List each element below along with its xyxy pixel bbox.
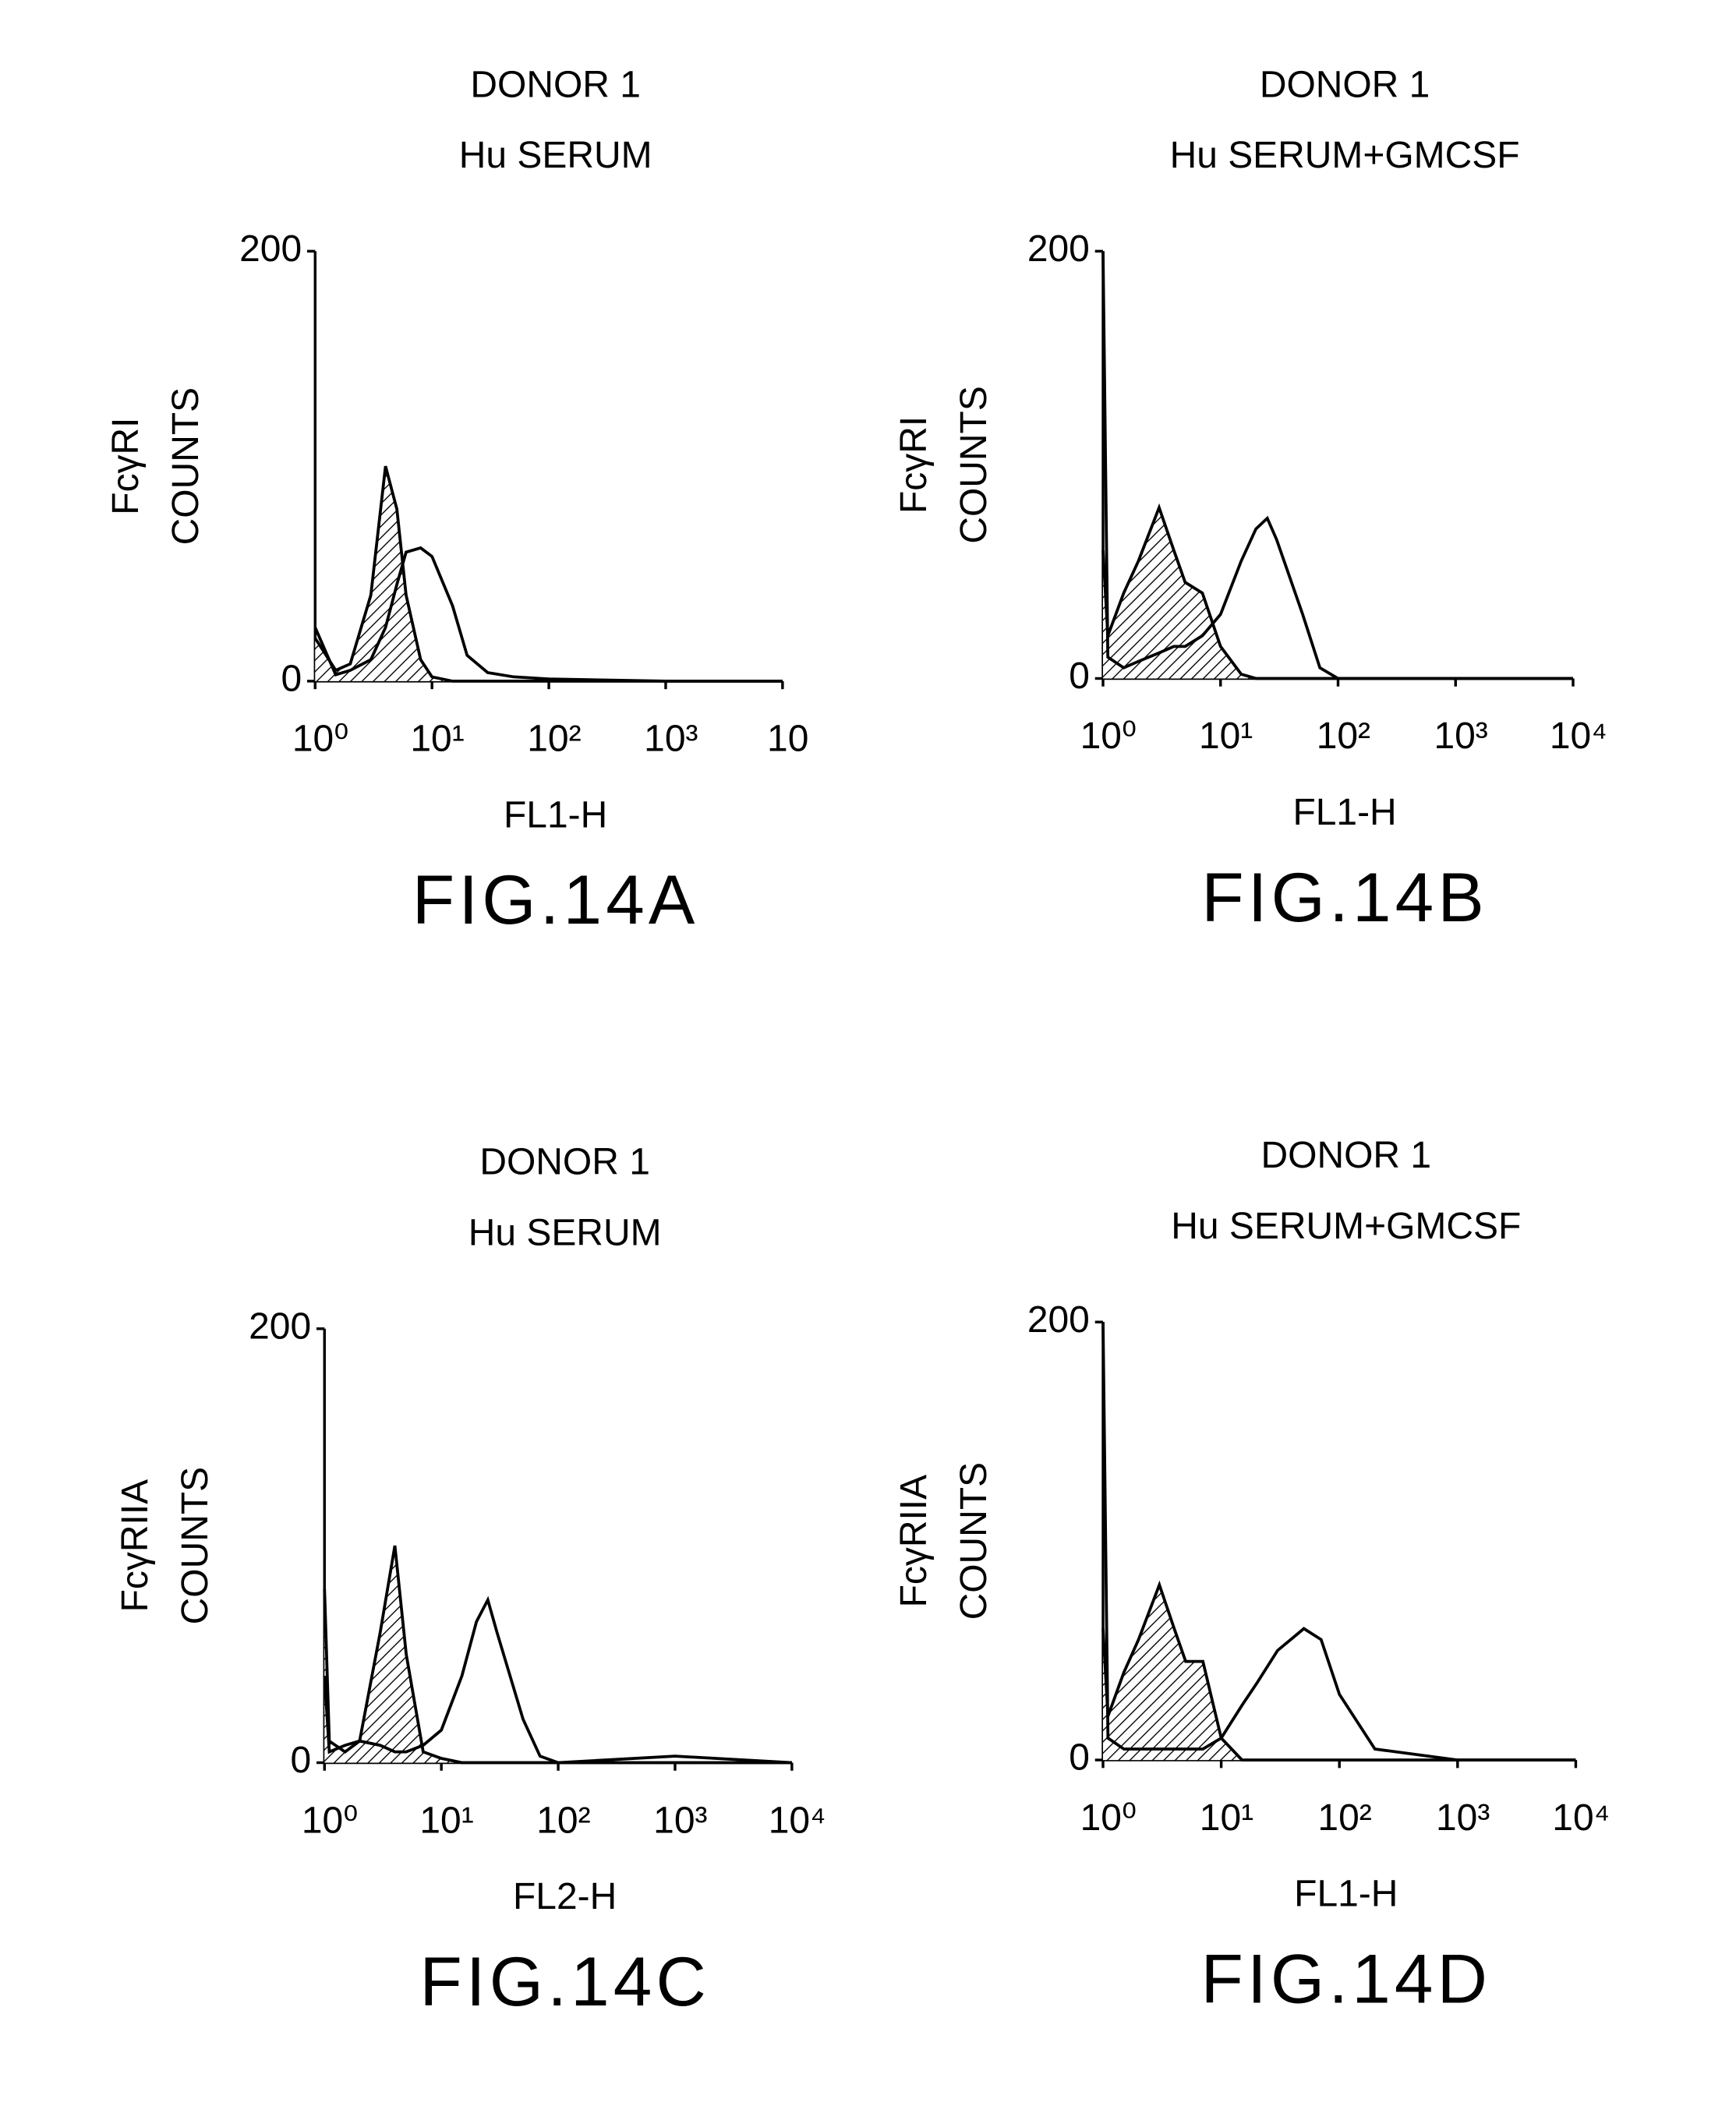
x-tick-label: 10³ (1434, 716, 1487, 757)
x-tick-label: 10¹ (419, 1800, 473, 1841)
y-tick-label: 0 (1069, 1737, 1090, 1779)
chart-title: DONOR 1 (470, 64, 640, 105)
figure-caption: FIG.14D (1200, 1939, 1491, 2017)
x-axis-label: FL1-H (1294, 1873, 1398, 1914)
y-tick-label: 0 (1069, 655, 1090, 697)
hatch-fill (1103, 507, 1573, 678)
x-axis-label: FL1-H (504, 794, 607, 836)
chart-title: Hu SERUM+GMCSF (1170, 135, 1520, 176)
x-axis-label: FL2-H (513, 1876, 617, 1917)
y-tick-label: 0 (281, 659, 302, 700)
y-tick-label: 200 (249, 1306, 311, 1347)
figure-caption: FIG.14B (1201, 858, 1488, 936)
y-tick-label: 0 (290, 1740, 311, 1781)
x-tick-label: 10⁴ (1550, 716, 1607, 757)
x-tick-label: 10² (536, 1800, 590, 1841)
chart-title: Hu SERUM (459, 135, 652, 176)
panel: DONOR 1 Hu SERUM FcγRIIA COUNTS FL2-H FIG.14C… (115, 1142, 826, 2020)
chart-title: Hu SERUM (468, 1213, 662, 1254)
x-tick-label: 10⁴ (1552, 1797, 1610, 1839)
y-tick-label: 200 (1027, 228, 1090, 270)
y-axis-label: COUNTS (953, 1462, 995, 1620)
x-tick-label: 10² (1317, 716, 1370, 757)
x-tick-label: 10⁰ (1080, 1797, 1137, 1839)
x-tick-label: 10³ (644, 719, 698, 760)
x-tick-label: 10³ (1436, 1797, 1490, 1839)
figure-caption: FIG.14C (419, 1942, 710, 2020)
x-tick-label: 10¹ (410, 719, 464, 760)
x-axis-label: FL1-H (1292, 792, 1396, 833)
x-tick-label: 10 (767, 719, 808, 760)
x-tick-label: 10⁰ (1080, 716, 1137, 757)
chart-title: Hu SERUM+GMCSF (1171, 1206, 1521, 1247)
hatch-fill (324, 1546, 792, 1762)
panel: DONOR 1 Hu SERUM FcγRI COUNTS FL1-H FIG.14A 0 2… (105, 64, 808, 938)
y-axis-label: FcγRI (893, 416, 935, 514)
y-axis-label: FcγRI (105, 418, 147, 515)
hatch-fill (1103, 1585, 1575, 1760)
x-tick-label: 10² (527, 719, 581, 760)
y-axis-label: FcγRIIA (115, 1479, 156, 1613)
chart-title: DONOR 1 (1260, 64, 1430, 105)
x-tick-label: 10¹ (1200, 1797, 1253, 1839)
x-tick-label: 10⁴ (769, 1800, 826, 1841)
panel: DONOR 1 Hu SERUM+GMCSF FcγRIIA COUNTS FL1-H F… (893, 1135, 1610, 2017)
y-axis-label: FcγRIIA (893, 1475, 935, 1608)
page: DONOR 1 Hu SERUM FcγRI COUNTS FL1-H FIG.14A 0 2… (0, 0, 1736, 2106)
x-tick-label: 10⁰ (302, 1800, 359, 1841)
x-tick-label: 10¹ (1199, 716, 1253, 757)
y-tick-label: 200 (239, 228, 302, 270)
y-tick-label: 200 (1027, 1299, 1090, 1341)
chart-title: DONOR 1 (1261, 1135, 1431, 1176)
figure-caption: FIG.14A (412, 860, 699, 938)
panel: DONOR 1 Hu SERUM+GMCSF FcγRI COUNTS FL1-H FIG… (893, 64, 1607, 936)
y-axis-label: COUNTS (165, 387, 207, 545)
y-axis-label: COUNTS (175, 1467, 216, 1624)
figure: DONOR 1 Hu SERUM FcγRI COUNTS FL1-H FIG.14A 0 2… (0, 0, 1736, 2106)
x-tick-label: 10² (1317, 1797, 1371, 1839)
y-axis-label: COUNTS (953, 386, 995, 543)
x-tick-label: 10³ (653, 1800, 707, 1841)
x-tick-label: 10⁰ (292, 719, 349, 760)
chart-title: DONOR 1 (479, 1142, 649, 1183)
hatch-fill (315, 466, 783, 681)
